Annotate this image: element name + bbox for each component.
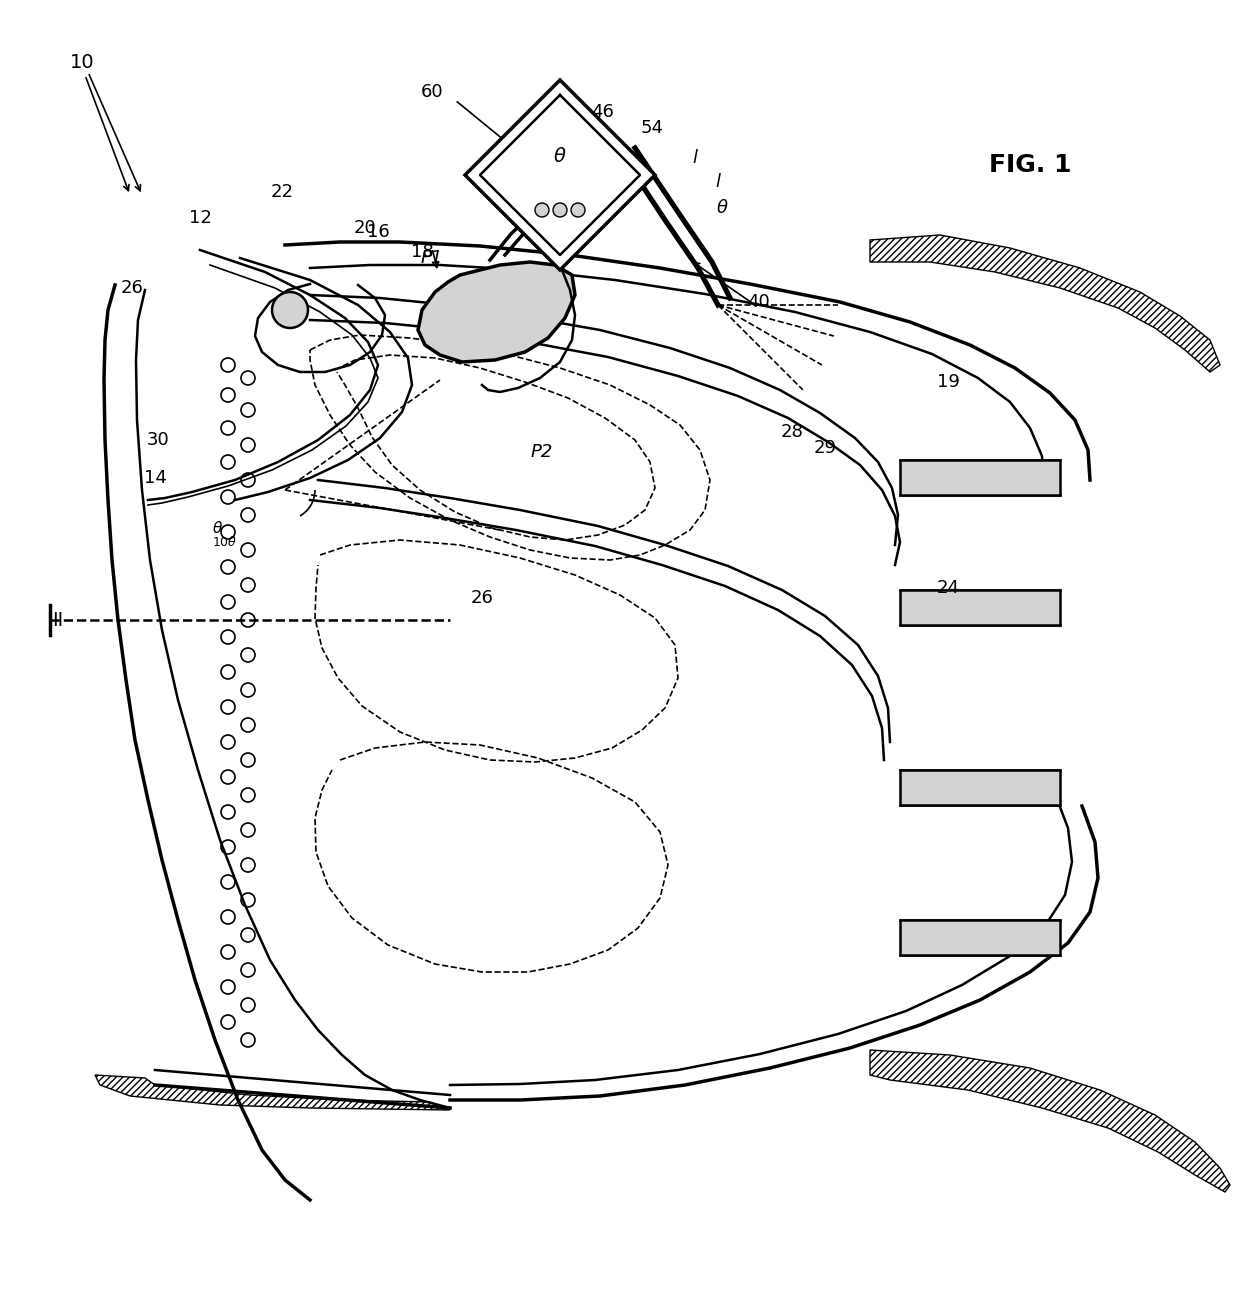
Text: 19: 19	[936, 373, 960, 391]
Text: l: l	[715, 173, 720, 191]
Circle shape	[553, 203, 567, 217]
Text: II: II	[52, 611, 63, 629]
Text: 30: 30	[146, 432, 170, 449]
Text: 22: 22	[270, 183, 294, 201]
Text: 28: 28	[780, 422, 804, 441]
Circle shape	[534, 203, 549, 217]
Polygon shape	[900, 770, 1060, 804]
Text: $\theta$: $\theta$	[553, 148, 567, 166]
Text: 18: 18	[410, 243, 433, 262]
Text: $\theta$: $\theta$	[715, 199, 728, 217]
Polygon shape	[418, 262, 575, 362]
Text: l: l	[692, 149, 697, 167]
Polygon shape	[900, 590, 1060, 625]
Text: 24: 24	[936, 579, 960, 596]
Polygon shape	[465, 80, 655, 269]
Text: 60: 60	[420, 82, 444, 101]
Text: 14: 14	[144, 470, 166, 487]
Text: 20: 20	[353, 218, 377, 237]
Text: 40: 40	[746, 293, 769, 311]
Text: 46: 46	[590, 103, 614, 122]
Text: 26: 26	[470, 589, 494, 607]
Polygon shape	[900, 460, 1060, 494]
Text: $10\theta$: $10\theta$	[212, 535, 238, 549]
Polygon shape	[95, 1075, 450, 1110]
Text: 54: 54	[641, 119, 663, 137]
Text: 26: 26	[120, 279, 144, 297]
Text: FIG. 1: FIG. 1	[988, 153, 1071, 177]
Polygon shape	[870, 235, 1220, 371]
Text: 16: 16	[367, 222, 389, 241]
Text: P1: P1	[420, 249, 443, 267]
Text: 10: 10	[69, 52, 94, 72]
Text: 12: 12	[188, 209, 212, 228]
Polygon shape	[900, 920, 1060, 955]
Text: P2: P2	[531, 443, 553, 460]
Circle shape	[272, 292, 308, 328]
Polygon shape	[870, 1050, 1230, 1192]
Circle shape	[570, 203, 585, 217]
Text: 29: 29	[813, 439, 837, 456]
Text: $\theta$: $\theta$	[212, 521, 223, 536]
